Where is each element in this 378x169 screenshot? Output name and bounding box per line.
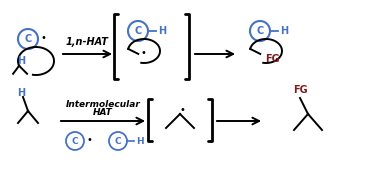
Text: C: C	[24, 34, 32, 44]
Text: •: •	[140, 48, 146, 58]
Text: •: •	[86, 135, 92, 145]
Text: H: H	[280, 26, 288, 36]
Text: Intermolecular: Intermolecular	[65, 100, 141, 109]
Text: FG: FG	[293, 85, 307, 95]
Text: C: C	[256, 26, 263, 36]
Text: C: C	[134, 26, 142, 36]
Text: C: C	[115, 137, 121, 146]
Text: 1,n-HAT: 1,n-HAT	[65, 37, 108, 47]
Text: •: •	[40, 33, 46, 43]
Text: HAT: HAT	[93, 108, 113, 117]
Text: H: H	[17, 88, 25, 98]
Text: FG: FG	[265, 54, 280, 64]
Text: H: H	[17, 56, 25, 66]
Text: H: H	[136, 137, 144, 146]
Text: C: C	[72, 137, 78, 146]
Text: •: •	[179, 105, 185, 115]
Text: H: H	[158, 26, 166, 36]
